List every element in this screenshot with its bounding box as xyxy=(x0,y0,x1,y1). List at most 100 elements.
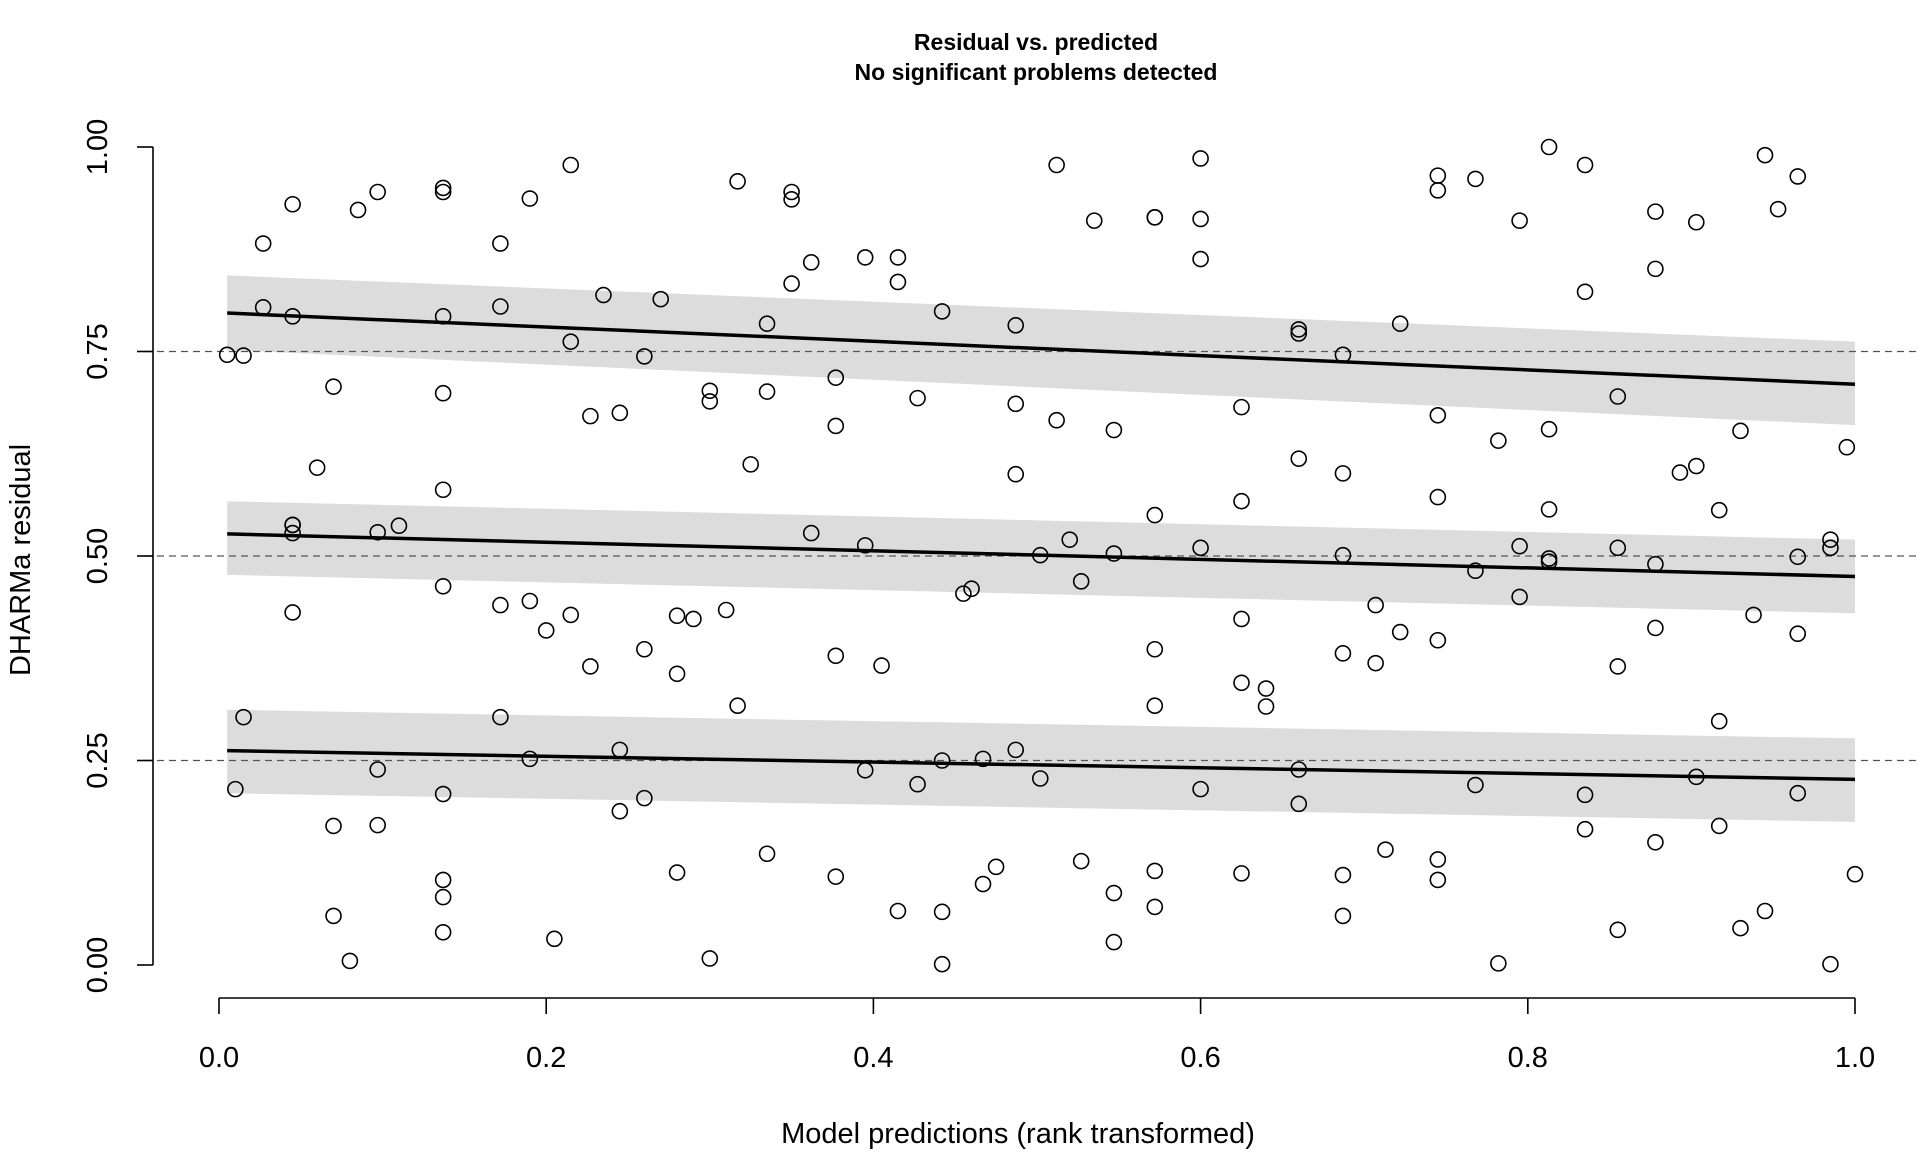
chart-subtitle: No significant problems detected xyxy=(855,59,1218,85)
data-point xyxy=(1576,786,1594,804)
data-point xyxy=(1048,156,1065,174)
data-point xyxy=(1192,150,1209,167)
data-point xyxy=(369,523,386,541)
chart-title: Residual vs. predicted xyxy=(914,29,1158,55)
data-point xyxy=(1061,531,1079,548)
data-point xyxy=(434,785,452,803)
y-tick-label: 0.50 xyxy=(82,528,114,584)
data-point xyxy=(1467,776,1484,794)
data-point xyxy=(1490,432,1507,449)
data-point xyxy=(783,275,800,292)
data-point xyxy=(390,517,408,535)
data-point xyxy=(254,235,272,252)
data-point xyxy=(1233,492,1250,510)
data-point xyxy=(955,585,972,602)
data-point xyxy=(1511,588,1528,606)
data-point xyxy=(1048,411,1065,429)
data-point xyxy=(434,871,452,889)
data-point xyxy=(1007,741,1025,759)
data-point xyxy=(1789,168,1807,185)
data-point xyxy=(1576,283,1594,301)
confidence-band-1 xyxy=(227,501,1856,614)
data-point xyxy=(1490,955,1507,972)
data-point xyxy=(889,249,907,266)
data-point xyxy=(1105,545,1123,562)
data-point xyxy=(636,348,653,365)
data-point xyxy=(1756,146,1774,164)
data-point xyxy=(1085,212,1103,229)
data-point xyxy=(1233,610,1250,628)
data-point xyxy=(729,173,746,190)
data-point xyxy=(1377,841,1394,858)
data-point xyxy=(933,752,951,769)
data-point xyxy=(1647,555,1664,573)
data-point xyxy=(1192,780,1209,798)
data-point xyxy=(434,577,452,595)
data-point xyxy=(933,903,951,921)
data-point xyxy=(1710,501,1728,519)
residual-points xyxy=(218,138,1864,973)
data-point xyxy=(1429,182,1447,199)
data-point xyxy=(1756,902,1774,920)
data-point xyxy=(668,665,686,683)
data-point xyxy=(827,647,845,665)
y-axis-label: DHARMa residual xyxy=(5,444,37,676)
data-point xyxy=(325,817,342,835)
data-point xyxy=(802,254,820,271)
y-tick-label: 1.00 xyxy=(82,119,114,175)
data-point xyxy=(1367,596,1384,614)
data-point xyxy=(701,950,719,967)
data-point xyxy=(1290,321,1308,338)
data-point xyxy=(1429,407,1447,424)
data-point xyxy=(341,952,359,970)
data-point xyxy=(1688,768,1705,786)
data-point xyxy=(284,604,301,621)
data-point xyxy=(254,299,272,316)
data-point xyxy=(325,907,342,925)
data-point xyxy=(1822,539,1839,557)
data-point xyxy=(284,195,301,213)
data-point xyxy=(1391,623,1409,641)
data-point xyxy=(1540,420,1558,438)
data-point xyxy=(783,183,800,201)
data-point xyxy=(521,750,539,768)
data-point xyxy=(1233,865,1250,882)
data-point xyxy=(636,789,653,807)
data-point xyxy=(1822,531,1839,548)
data-point xyxy=(1789,784,1807,802)
data-point xyxy=(1146,862,1164,880)
quantile-fit-line-0 xyxy=(227,748,1856,782)
data-point xyxy=(235,708,252,726)
data-point xyxy=(873,657,890,674)
data-point xyxy=(284,516,301,534)
data-point xyxy=(369,816,386,834)
data-point xyxy=(218,346,236,364)
data-point xyxy=(369,761,386,778)
data-point xyxy=(1647,833,1664,851)
data-point xyxy=(1576,820,1594,838)
data-point xyxy=(1540,501,1558,518)
data-point xyxy=(1671,464,1689,481)
data-point xyxy=(1007,465,1025,483)
x-axis-label: Model predictions (rank transformed) xyxy=(781,1118,1255,1150)
data-point xyxy=(1688,213,1705,231)
data-point xyxy=(933,955,951,973)
data-point xyxy=(909,389,926,407)
data-point xyxy=(1334,907,1352,925)
data-point xyxy=(1609,388,1627,405)
data-point xyxy=(434,481,452,499)
data-point xyxy=(1745,606,1762,624)
data-point xyxy=(1105,933,1123,951)
data-point xyxy=(1334,866,1352,884)
data-point xyxy=(1031,770,1049,787)
data-point xyxy=(987,858,1005,876)
data-point xyxy=(963,580,980,598)
data-point xyxy=(1647,619,1664,637)
data-point xyxy=(685,610,702,628)
data-point xyxy=(1192,250,1209,268)
data-point xyxy=(434,384,452,402)
data-point xyxy=(909,775,926,793)
quantile-fit-line-2 xyxy=(227,311,1856,386)
data-point xyxy=(1290,761,1308,778)
data-point xyxy=(1367,654,1384,672)
